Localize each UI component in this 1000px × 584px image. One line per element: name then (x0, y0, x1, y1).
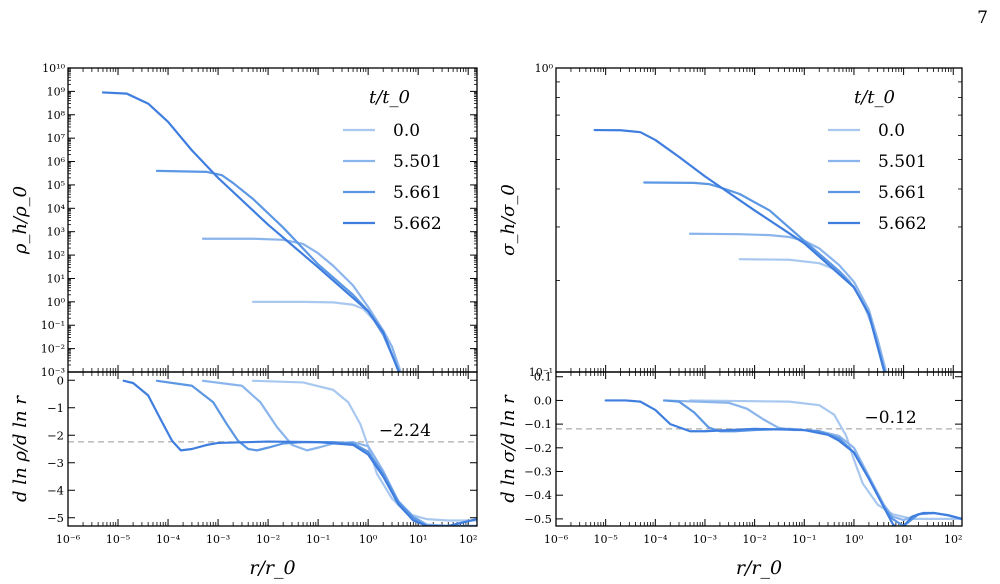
series-line-5.501 (688, 232, 887, 372)
y-tick-label: 10⁷ (47, 132, 66, 145)
x-tick-label: 10⁰ (845, 533, 864, 546)
series-line-0.0 (251, 300, 402, 372)
y-tick-label: 10⁻¹ (529, 366, 553, 379)
series-group (122, 379, 477, 526)
y-tick-label: 10⁻¹ (41, 319, 65, 332)
x-axis-label: r/r_0 (249, 557, 295, 579)
x-tick-label: 10⁻⁴ (156, 533, 181, 546)
series-line-5.661 (662, 399, 962, 526)
y-tick-label: −0.5 (524, 512, 552, 526)
dispersion-profile-panel: 10⁻¹ 10⁰ σ_h/σ_0 t/t_0 0.0 5.501 5.661 5.662 (498, 62, 963, 379)
legend: t/t_0 0.0 5.501 5.661 5.662 (828, 87, 927, 234)
x-tick-label: 10⁻² (256, 533, 280, 546)
y-tick-label: 10⁴ (47, 202, 66, 215)
x-tick-label: 10⁻⁶ (544, 533, 569, 546)
legend-entry: 0.0 (393, 121, 420, 141)
x-tick-label: 10⁻⁵ (594, 533, 618, 546)
series-line-5.501 (662, 399, 962, 522)
y-tick-label: 10² (47, 249, 65, 262)
y-tick-label: 10³ (47, 226, 65, 239)
legend-title: t/t_0 (369, 87, 410, 108)
legend-entry: 5.501 (393, 152, 442, 172)
y-tick-label: 10⁵ (47, 179, 65, 192)
series-line-0.0 (688, 399, 962, 520)
legend-entry: 5.662 (878, 214, 927, 234)
series-group (604, 399, 962, 526)
x-tick-label: 10² (459, 533, 477, 546)
x-tick-label: 10⁻⁵ (106, 533, 130, 546)
y-axis-label: ρ_h/ρ_0 (10, 186, 31, 255)
dispersion-slope-panel: 10⁻⁶ 10⁻⁵ 10⁻⁴ 10⁻³ 10⁻² 10⁻¹ 10⁰ 10¹ 10² 0.1 0.0 −… (498, 370, 963, 579)
legend-entry: 5.661 (393, 183, 442, 203)
y-axis-label: d ln ρ/d ln r (10, 395, 31, 502)
page-number: 7 (977, 8, 988, 28)
y-tick-label: −0.3 (524, 465, 552, 479)
y-tick-label: 10⁰ (47, 296, 66, 309)
series-line-5.661 (155, 169, 401, 372)
density-profile-panel: 10⁻³ 10⁻² 10⁻¹ 10⁰ 10¹ 10² 10³ 10⁴ 10⁵ 10⁶ 10⁷ 10⁸ 1… (10, 62, 478, 379)
series-line-5.662 (593, 128, 886, 372)
legend-entry: 0.0 (878, 121, 905, 141)
series-line-5.501 (201, 237, 401, 372)
y-tick-label: −2 (47, 428, 64, 442)
y-tick-label: 0 (57, 373, 64, 387)
x-tick-label: 10⁰ (359, 533, 378, 546)
y-tick-label: 10⁻² (41, 343, 65, 356)
legend: t/t_0 0.0 5.501 5.661 5.662 (343, 87, 442, 234)
series-group (101, 91, 402, 372)
y-tick-label: −3 (47, 456, 64, 470)
y-tick-label: −5 (47, 511, 64, 525)
y-tick-label: −0.4 (524, 488, 552, 502)
y-axis-label: σ_h/σ_0 (498, 184, 519, 256)
y-tick-label: 10⁶ (47, 156, 66, 169)
legend-title: t/t_0 (854, 87, 895, 108)
plot-frame (67, 371, 478, 527)
x-tick-label: 10¹ (409, 533, 427, 546)
y-tick-label: 10¹ (47, 272, 65, 285)
series-line-5.501 (201, 379, 477, 526)
x-tick-label: 10⁻³ (693, 533, 717, 546)
y-axis-label: d ln σ/d ln r (498, 394, 519, 503)
series-group (593, 128, 888, 372)
x-tick-label: 10¹ (894, 533, 912, 546)
plot-frame (555, 371, 963, 527)
y-tick-label: −0.1 (524, 417, 552, 431)
density-slope-panel: 10⁻⁶ 10⁻⁵ 10⁻⁴ 10⁻³ 10⁻² 10⁻¹ 10⁰ 10¹ 10² 0 −1 −2 −3… (10, 371, 478, 579)
series-line-5.662 (122, 379, 477, 526)
reference-label: −2.24 (379, 421, 431, 441)
y-tick-label: 10⁹ (47, 85, 66, 98)
series-line-0.0 (738, 258, 888, 372)
x-tick-label: 10⁻³ (206, 533, 230, 546)
x-tick-label: 10⁻¹ (306, 533, 330, 546)
y-tick-label: 0.1 (534, 370, 552, 384)
y-tick-label: −4 (47, 483, 64, 497)
reference-label: −0.12 (865, 408, 917, 428)
y-tick-label: 0.0 (534, 393, 552, 407)
y-tick-label: 10⁰ (535, 62, 554, 75)
x-tick-label: 10² (944, 533, 962, 546)
x-axis-label: r/r_0 (736, 557, 782, 579)
x-tick-label: 10⁻¹ (792, 533, 816, 546)
legend-entry: 5.661 (878, 183, 927, 203)
y-tick-label: 10⁻³ (41, 366, 65, 379)
legend-entry: 5.662 (393, 214, 442, 234)
y-tick-label: −0.2 (524, 441, 552, 455)
y-tick-label: 10¹⁰ (42, 62, 65, 75)
y-tick-label: −1 (47, 401, 64, 415)
x-tick-label: 10⁻² (743, 533, 767, 546)
x-tick-label: 10⁻⁴ (643, 533, 668, 546)
series-line-5.662 (604, 399, 962, 526)
y-tick-label: 10⁸ (47, 109, 66, 122)
legend-entry: 5.501 (878, 152, 927, 172)
x-tick-label: 10⁻⁶ (56, 533, 81, 546)
series-line-5.662 (101, 91, 400, 372)
series-line-5.661 (155, 379, 477, 526)
